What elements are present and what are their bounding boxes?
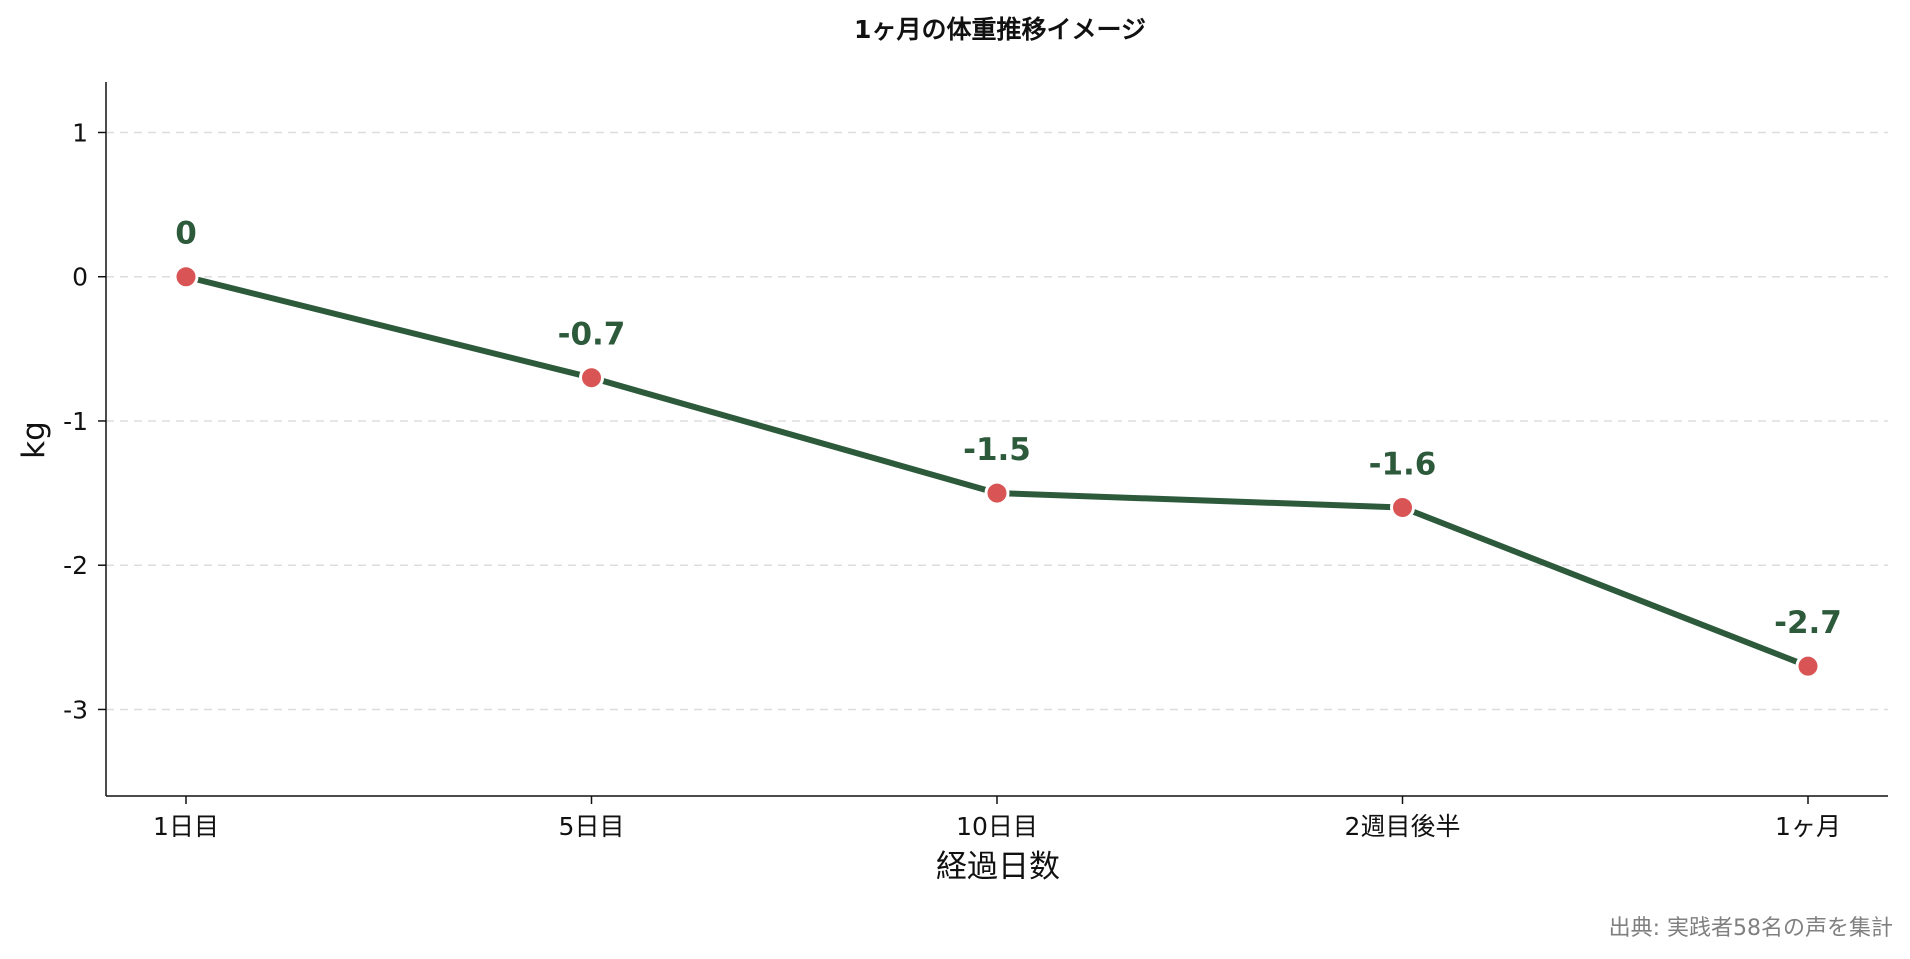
- x-axis-label: 経過日数: [936, 849, 1060, 885]
- data-point: [173, 264, 199, 290]
- y-tick-label: -1: [63, 407, 88, 436]
- data-point: [1795, 653, 1821, 679]
- data-point: [984, 480, 1010, 506]
- series-line-path: [183, 273, 1811, 670]
- x-tick-label: 2週目後半: [1345, 812, 1461, 841]
- data-label: -1.5: [963, 432, 1031, 468]
- x-tick-label: 1ヶ月: [1775, 812, 1841, 841]
- axes: [98, 82, 1888, 804]
- data-label: -0.7: [558, 317, 626, 353]
- y-axis-label: kg: [16, 421, 52, 459]
- data-points: [173, 264, 1821, 679]
- data-point: [1390, 495, 1415, 521]
- x-tick-label: 1日目: [153, 812, 219, 841]
- y-tick-labels: 1 0 -1 -2 -3: [63, 118, 88, 724]
- y-tick-label: 0: [72, 263, 88, 292]
- chart-title: 1ヶ月の体重推移イメージ: [854, 15, 1146, 44]
- y-tick-label: -2: [63, 551, 88, 580]
- y-tick-label: -3: [63, 695, 88, 724]
- y-tick-label: 1: [72, 118, 88, 147]
- data-labels: 0 -0.7 -1.5 -1.6 -2.7: [175, 216, 1842, 641]
- data-label: -1.6: [1369, 447, 1437, 483]
- data-label: -2.7: [1774, 605, 1842, 641]
- series-line: [183, 273, 1811, 670]
- x-tick-label: 5日目: [559, 812, 625, 841]
- gridlines: [106, 131, 1888, 711]
- data-label: 0: [175, 216, 197, 252]
- x-tick-label: 10日目: [956, 812, 1038, 841]
- source-note: 出典: 実践者58名の声を集計: [1609, 916, 1893, 941]
- data-point: [579, 365, 604, 391]
- x-tick-labels: 1日目 5日目 10日目 2週目後半 1ヶ月: [153, 812, 1841, 841]
